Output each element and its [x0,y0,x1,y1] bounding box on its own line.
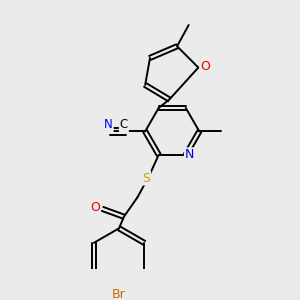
Text: Br: Br [112,288,126,300]
Text: N: N [104,118,113,131]
Text: C: C [120,118,128,131]
Text: N: N [185,148,194,161]
Text: S: S [142,172,150,184]
Text: O: O [90,200,100,214]
Text: O: O [200,60,210,73]
